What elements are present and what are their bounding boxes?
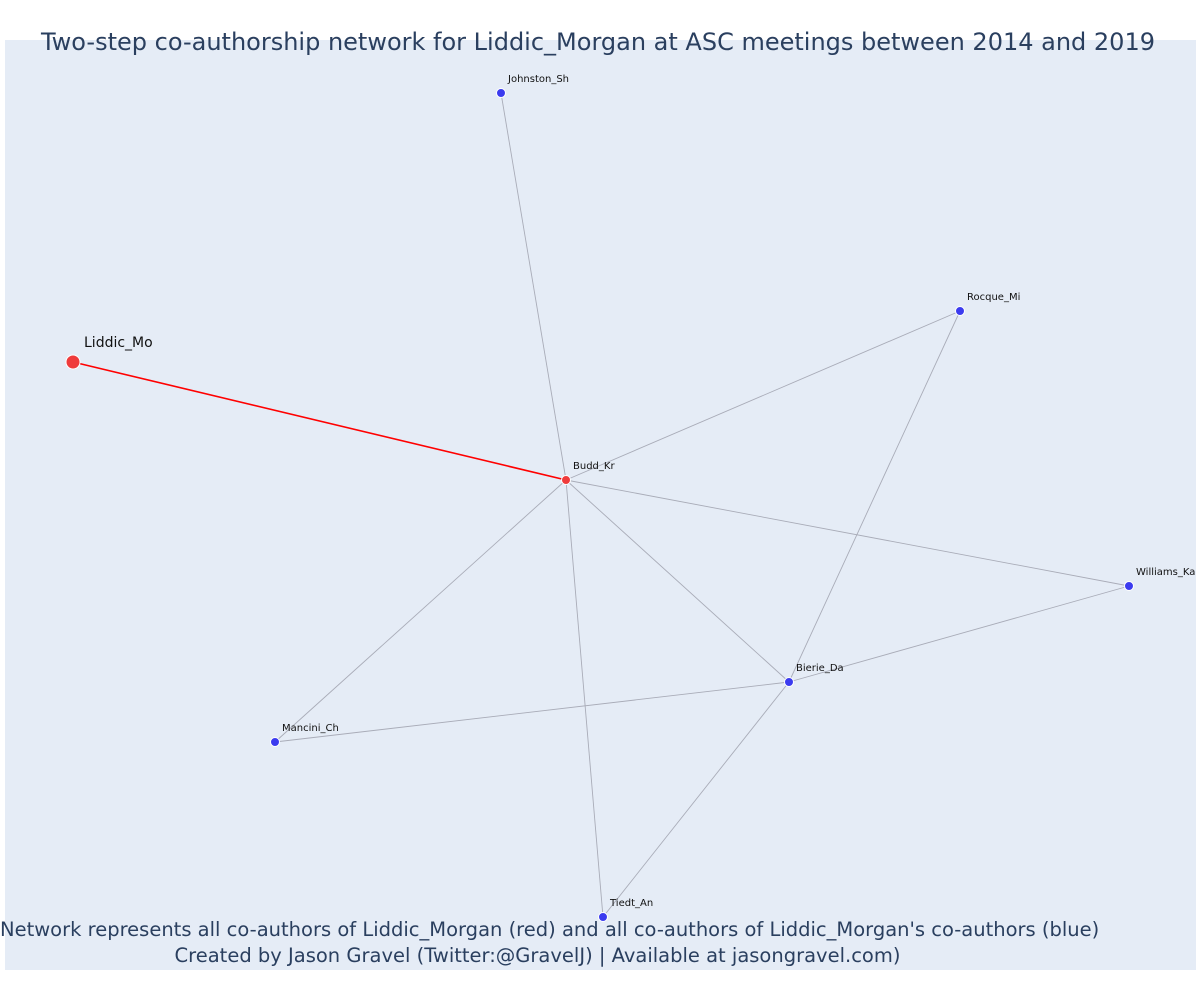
node-Williams_Ka[interactable] [1124,581,1134,591]
edge-Budd_Kr-Mancini_Ch [274,479,567,743]
node-label-Mancini_Ch: Mancini_Ch [282,723,339,734]
node-label-Budd_Kr: Budd_Kr [573,461,615,472]
node-label-Liddic_Mo: Liddic_Mo [84,335,153,351]
node-Bierie_Da[interactable] [784,677,794,687]
edge-Budd_Kr-Rocque_Mi [565,310,961,481]
edge-Budd_Kr-Johnston_Sh [500,92,567,481]
node-label-Johnston_Sh: Johnston_Sh [507,74,569,85]
caption-line-2: Created by Jason Gravel (Twitter:@Gravel… [174,944,901,967]
edge-Budd_Kr-Williams_Ka [565,479,1130,587]
nodes-layer [65,88,1134,922]
edge-Bierie_Da-Rocque_Mi [788,310,961,683]
edge-Bierie_Da-Tiedt_An [602,681,790,918]
node-Budd_Kr[interactable] [561,475,571,485]
node-Johnston_Sh[interactable] [496,88,506,98]
node-Rocque_Mi[interactable] [955,306,965,316]
edge-Budd_Kr-Bierie_Da [565,479,790,683]
node-label-Tiedt_An: Tiedt_An [609,898,653,909]
chart-title: Two-step co-authorship network for Liddi… [40,28,1155,56]
edge-Bierie_Da-Williams_Ka [788,585,1130,683]
chart-caption: Network represents all co-authors of Lid… [0,917,1100,969]
node-Tiedt_An[interactable] [598,912,608,922]
labels-layer: Liddic_Mo Budd_Kr Johnston_Sh Rocque_Mi Will… [84,74,1195,909]
edges-layer [72,92,1130,918]
node-label-Bierie_Da: Bierie_Da [796,663,844,674]
node-label-Rocque_Mi: Rocque_Mi [967,292,1020,303]
caption-line-1: Network represents all co-authors of Lid… [0,918,1100,941]
edge-Bierie_Da-Mancini_Ch [274,681,790,743]
edge-Budd_Kr-Tiedt_An [565,479,604,918]
node-label-Williams_Ka: Williams_Ka [1136,567,1195,578]
edge-Liddic_Mo-Budd_Kr [72,361,567,481]
node-Liddic_Mo[interactable] [65,354,81,370]
plot-area [5,40,1196,970]
node-Mancini_Ch[interactable] [270,737,280,747]
